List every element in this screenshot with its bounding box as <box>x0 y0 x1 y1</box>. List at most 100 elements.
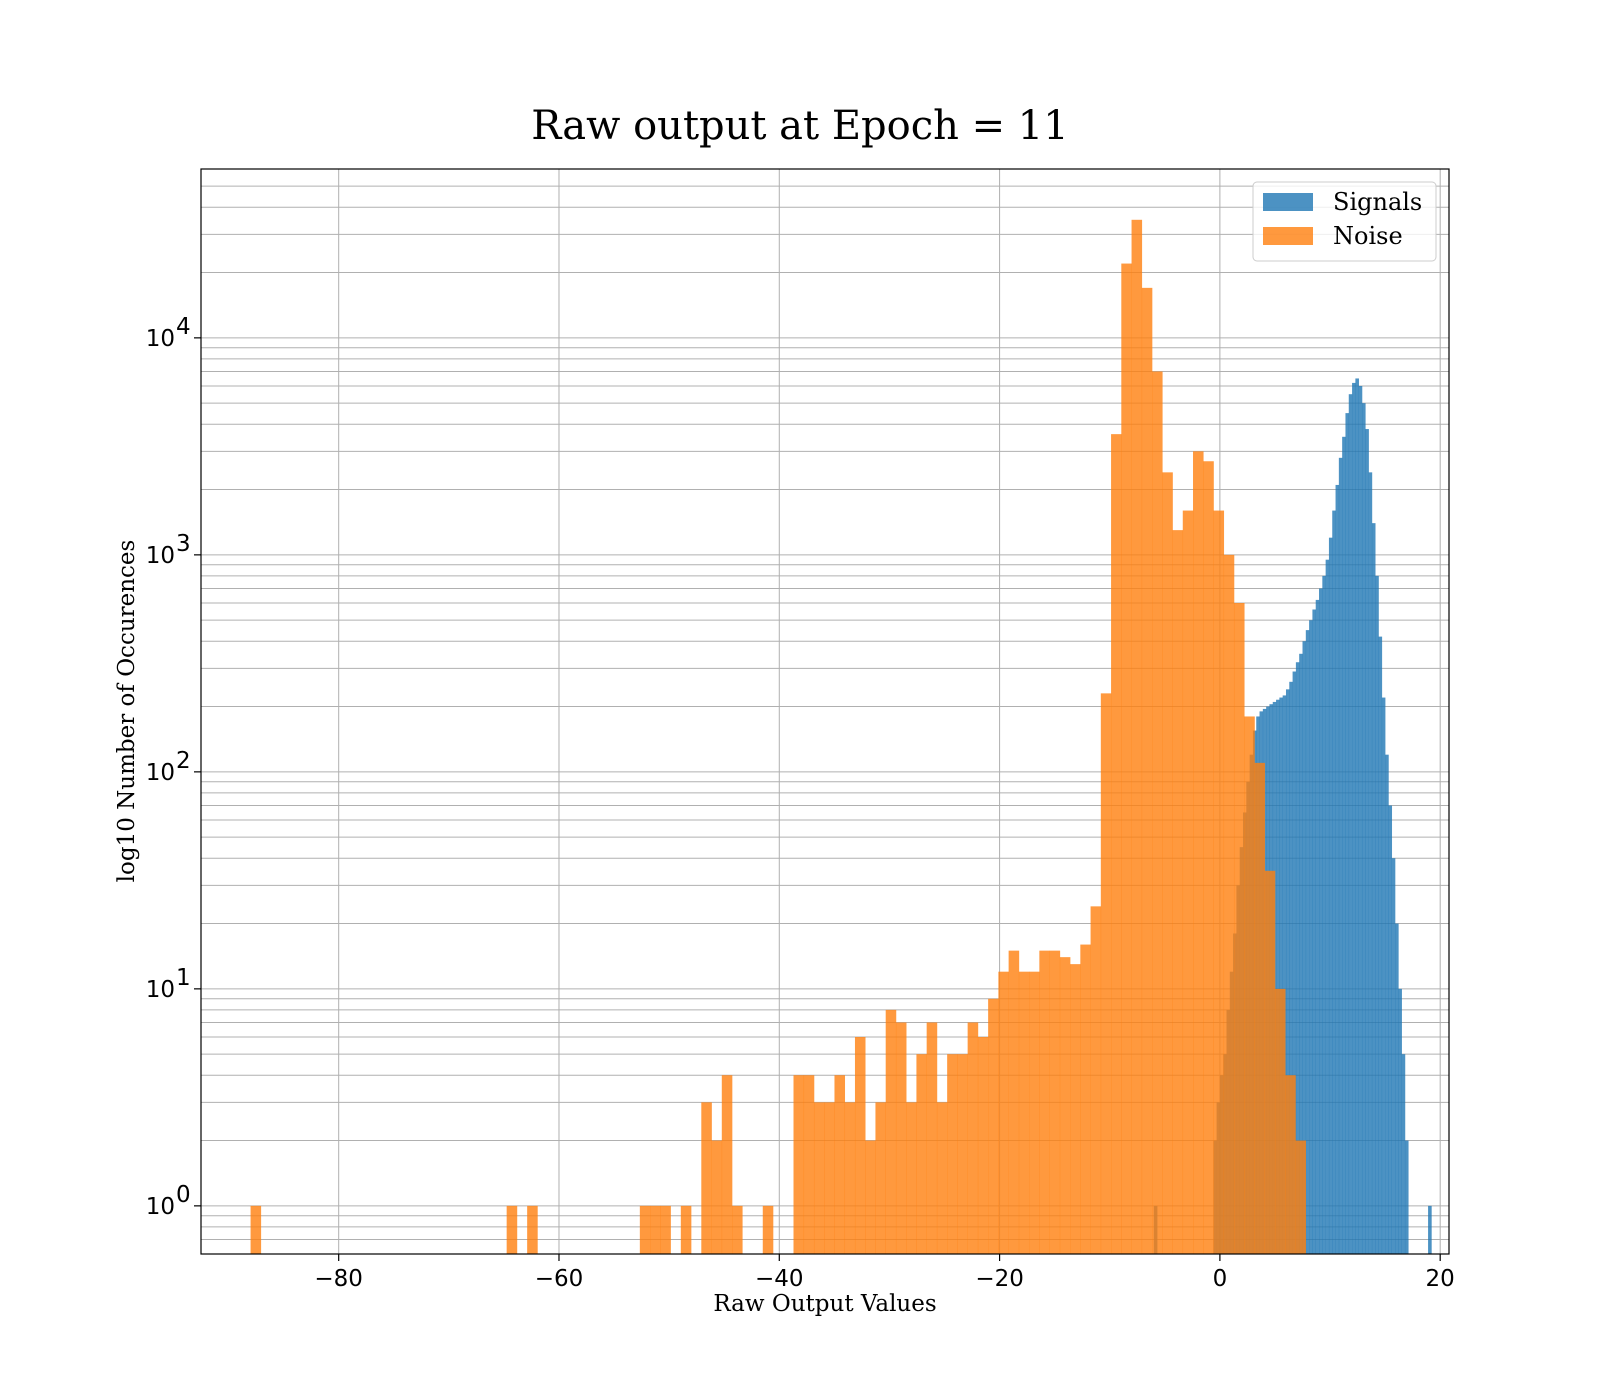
signals-bar <box>1352 382 1356 1255</box>
noise-bar <box>1111 434 1122 1254</box>
signals-bar <box>1325 559 1330 1254</box>
signals-bar <box>1282 695 1287 1254</box>
noise-bar <box>1018 971 1030 1254</box>
noise-bar <box>813 1102 825 1254</box>
y-tick-exponent: 1 <box>176 965 191 991</box>
legend-swatch-signals <box>1263 193 1313 211</box>
signals-bar <box>1302 641 1307 1254</box>
signals-bar <box>1292 671 1297 1254</box>
noise-bar <box>1100 693 1112 1254</box>
signals-bar <box>1345 413 1350 1254</box>
signals-bar <box>1391 858 1396 1254</box>
histogram-bars <box>250 219 1432 1255</box>
x-tick-label: −80 <box>314 1266 363 1292</box>
y-tick-label: 10 <box>146 977 175 1003</box>
signals-bar <box>1328 537 1333 1254</box>
noise-bar <box>834 1075 846 1254</box>
y-tick-label: 10 <box>146 543 175 569</box>
signals-bar <box>1319 588 1323 1254</box>
x-tick-label: −60 <box>535 1266 584 1292</box>
legend-label-noise: Noise <box>1333 222 1403 250</box>
noise-bar <box>639 1205 651 1254</box>
signals-bar <box>1381 697 1386 1254</box>
noise-bar <box>721 1075 733 1254</box>
noise-bar <box>1244 716 1255 1254</box>
signals-bar <box>1312 609 1317 1254</box>
signals-bar <box>1378 636 1383 1254</box>
noise-bar <box>977 1037 989 1254</box>
signals-bar <box>1335 484 1340 1254</box>
noise-bar <box>732 1205 743 1254</box>
noise-bar <box>1121 263 1132 1254</box>
noise-bar <box>1162 472 1173 1254</box>
signals-bar <box>1322 575 1326 1254</box>
noise-bar <box>1233 603 1245 1254</box>
noise-bar <box>916 1054 927 1254</box>
signals-bar <box>1365 429 1369 1254</box>
noise-bar <box>895 1022 907 1254</box>
y-tick-label: 10 <box>146 1194 175 1220</box>
noise-bar <box>1203 461 1214 1254</box>
signals-bar <box>1305 630 1310 1254</box>
chart-title: Raw output at Epoch = 11 <box>531 103 1068 149</box>
x-tick-label: −40 <box>755 1266 804 1292</box>
noise-bar <box>803 1075 815 1254</box>
noise-bar <box>1152 371 1163 1254</box>
noise-bar <box>1264 870 1276 1254</box>
signals-bar <box>1375 575 1379 1254</box>
signals-bar <box>1395 923 1399 1254</box>
y-tick-exponent: 2 <box>176 748 191 774</box>
noise-bar <box>844 1102 856 1254</box>
noise-bar <box>1039 950 1050 1254</box>
signals-bar <box>1285 689 1290 1254</box>
x-tick-label: −20 <box>975 1266 1024 1292</box>
y-tick-exponent: 0 <box>176 1182 191 1208</box>
noise-bar <box>936 1102 948 1254</box>
noise-bar <box>967 1022 979 1254</box>
signals-bar <box>1355 378 1359 1254</box>
signals-bar <box>1309 620 1313 1254</box>
x-axis-ticks: −80 −60 −40 −20 0 20 <box>314 1254 1455 1292</box>
noise-bar <box>1274 988 1286 1254</box>
signals-bar <box>1371 523 1376 1254</box>
noise-bar <box>998 971 1009 1254</box>
signals-bar <box>1404 1140 1409 1254</box>
noise-bar <box>1254 762 1266 1254</box>
signals-bar <box>1398 988 1402 1254</box>
x-axis-label: Raw Output Values <box>713 1291 936 1317</box>
noise-bar <box>1172 530 1184 1254</box>
noise-bar <box>660 1205 671 1254</box>
noise-bar <box>701 1102 712 1254</box>
signals-bar <box>1358 386 1363 1254</box>
signals-bar <box>1279 697 1283 1254</box>
signals-bar <box>1289 681 1293 1254</box>
noise-bar <box>1049 950 1061 1254</box>
signals-bar <box>1299 653 1303 1254</box>
noise-bar <box>854 1037 866 1254</box>
signals-bar <box>1385 754 1389 1254</box>
signals-bar <box>1342 436 1346 1255</box>
signals-bar <box>1276 699 1280 1254</box>
signals-bar <box>1295 662 1300 1254</box>
signals-bar <box>1428 1205 1432 1254</box>
y-tick-exponent: 3 <box>176 531 191 557</box>
noise-bar <box>506 1205 518 1254</box>
noise-bar <box>1285 1075 1296 1254</box>
signals-bar <box>1332 510 1336 1254</box>
signals-bar <box>1338 457 1343 1254</box>
y-tick-label: 10 <box>146 326 175 352</box>
noise-bar <box>1141 287 1153 1254</box>
noise-bar <box>947 1054 958 1254</box>
noise-bar <box>875 1102 886 1254</box>
noise-bar <box>1080 944 1091 1254</box>
signals-bar <box>1388 805 1393 1254</box>
noise-bar <box>1029 971 1040 1254</box>
noise-bar <box>1070 964 1081 1254</box>
noise-bar <box>1090 906 1102 1254</box>
noise-bar <box>824 1102 835 1254</box>
x-tick-label: 20 <box>1426 1266 1455 1292</box>
noise-bar <box>793 1075 805 1254</box>
noise-bar <box>650 1205 661 1254</box>
